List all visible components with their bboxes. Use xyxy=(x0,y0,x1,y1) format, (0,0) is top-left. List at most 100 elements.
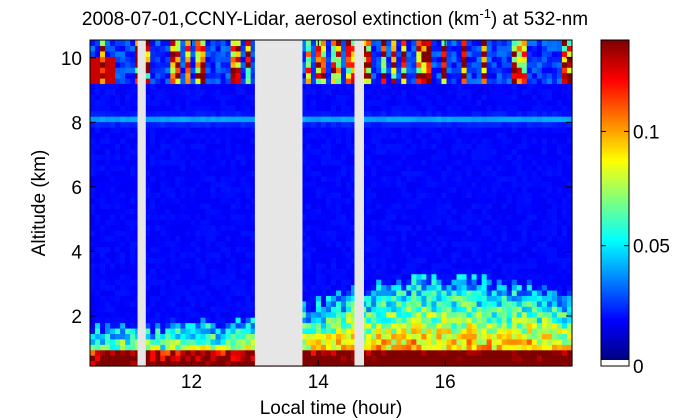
heatmap-cell xyxy=(220,246,227,253)
heatmap-cell xyxy=(235,241,242,248)
heatmap-cell xyxy=(320,40,327,47)
heatmap-cell xyxy=(130,72,136,79)
heatmap-cell xyxy=(351,192,357,199)
heatmap-cell xyxy=(305,78,312,85)
heatmap-cell xyxy=(95,246,101,253)
heatmap-cell xyxy=(476,148,483,155)
heatmap-cell xyxy=(160,241,166,248)
heatmap-cell xyxy=(376,61,382,68)
heatmap-cell xyxy=(320,110,327,117)
heatmap-cell xyxy=(346,311,352,318)
heatmap-cell xyxy=(346,78,352,85)
heatmap-cell xyxy=(225,355,232,362)
heatmap-cell xyxy=(451,322,458,329)
heatmap-cell xyxy=(210,181,217,188)
heatmap-cell xyxy=(371,170,377,177)
heatmap-cell xyxy=(250,99,257,106)
heatmap-cell xyxy=(100,235,106,242)
heatmap-cell xyxy=(110,186,116,193)
heatmap-cell xyxy=(125,327,131,334)
heatmap-cell xyxy=(421,148,427,155)
heatmap-cell xyxy=(476,344,483,351)
heatmap-cell xyxy=(491,246,498,253)
heatmap-cell xyxy=(235,333,242,340)
heatmap-cell xyxy=(150,230,156,237)
heatmap-cell xyxy=(371,224,377,231)
heatmap-cell xyxy=(220,289,227,296)
heatmap-cell xyxy=(215,175,222,182)
heatmap-cell xyxy=(431,279,438,286)
heatmap-cell xyxy=(446,72,453,79)
heatmap-cell xyxy=(185,327,192,334)
heatmap-cell xyxy=(371,355,377,362)
heatmap-cell xyxy=(240,78,247,85)
heatmap-cell xyxy=(325,132,332,139)
heatmap-cell xyxy=(90,344,96,351)
heatmap-cell xyxy=(145,143,151,150)
heatmap-cell xyxy=(381,61,387,68)
heatmap-cell xyxy=(245,251,252,258)
heatmap-cell xyxy=(406,50,412,57)
heatmap-cell xyxy=(210,170,217,177)
heatmap-cell xyxy=(305,213,312,220)
heatmap-cell xyxy=(310,306,317,313)
heatmap-cell xyxy=(471,317,478,324)
heatmap-cell xyxy=(165,197,171,204)
heatmap-cell xyxy=(421,170,427,177)
heatmap-cell xyxy=(300,78,307,85)
heatmap-cell xyxy=(195,94,202,101)
heatmap-cell xyxy=(195,197,202,204)
heatmap-cell xyxy=(476,360,483,367)
heatmap-cell xyxy=(215,219,222,226)
heatmap-cell xyxy=(386,40,392,47)
heatmap-cell xyxy=(110,257,116,264)
heatmap-cell xyxy=(466,349,473,356)
heatmap-cell xyxy=(220,208,227,215)
heatmap-cell xyxy=(170,159,176,166)
heatmap-cell xyxy=(235,306,242,313)
heatmap-cell xyxy=(416,164,422,171)
heatmap-cell xyxy=(486,246,493,253)
heatmap-cell xyxy=(195,257,202,264)
heatmap-cell xyxy=(331,224,337,231)
heatmap-cell xyxy=(155,344,161,351)
heatmap-cell xyxy=(180,105,186,112)
heatmap-cell xyxy=(351,295,357,302)
heatmap-cell xyxy=(155,311,161,318)
heatmap-cell xyxy=(506,355,513,362)
heatmap-cell xyxy=(411,251,417,258)
heatmap-cell xyxy=(185,186,192,193)
heatmap-cell xyxy=(431,203,438,210)
heatmap-cell xyxy=(230,83,237,90)
heatmap-cell xyxy=(346,251,352,258)
heatmap-cell xyxy=(200,181,207,188)
heatmap-cell xyxy=(331,50,337,57)
heatmap-cell xyxy=(300,203,307,210)
heatmap-cell xyxy=(125,230,131,237)
heatmap-cell xyxy=(376,246,382,253)
heatmap-cell xyxy=(315,121,322,128)
heatmap-cell xyxy=(165,300,171,307)
heatmap-cell xyxy=(115,143,121,150)
heatmap-cell xyxy=(220,273,227,280)
heatmap-cell xyxy=(300,306,307,313)
heatmap-cell xyxy=(230,213,237,220)
heatmap-cell xyxy=(230,273,237,280)
heatmap-cell xyxy=(225,268,232,275)
heatmap-cell xyxy=(205,344,212,351)
heatmap-cell xyxy=(421,94,427,101)
heatmap-cell xyxy=(441,83,448,90)
heatmap-cell xyxy=(401,333,407,340)
heatmap-cell xyxy=(451,170,458,177)
heatmap-cell xyxy=(155,67,161,74)
heatmap-cell xyxy=(220,143,227,150)
heatmap-cell xyxy=(110,327,116,334)
heatmap-cell xyxy=(366,203,372,210)
heatmap-cell xyxy=(190,50,197,57)
heatmap-cell xyxy=(310,181,317,188)
heatmap-cell xyxy=(456,295,463,302)
heatmap-cell xyxy=(240,105,247,112)
heatmap-cell xyxy=(325,88,332,95)
heatmap-cell xyxy=(245,235,252,242)
heatmap-cell xyxy=(210,235,217,242)
